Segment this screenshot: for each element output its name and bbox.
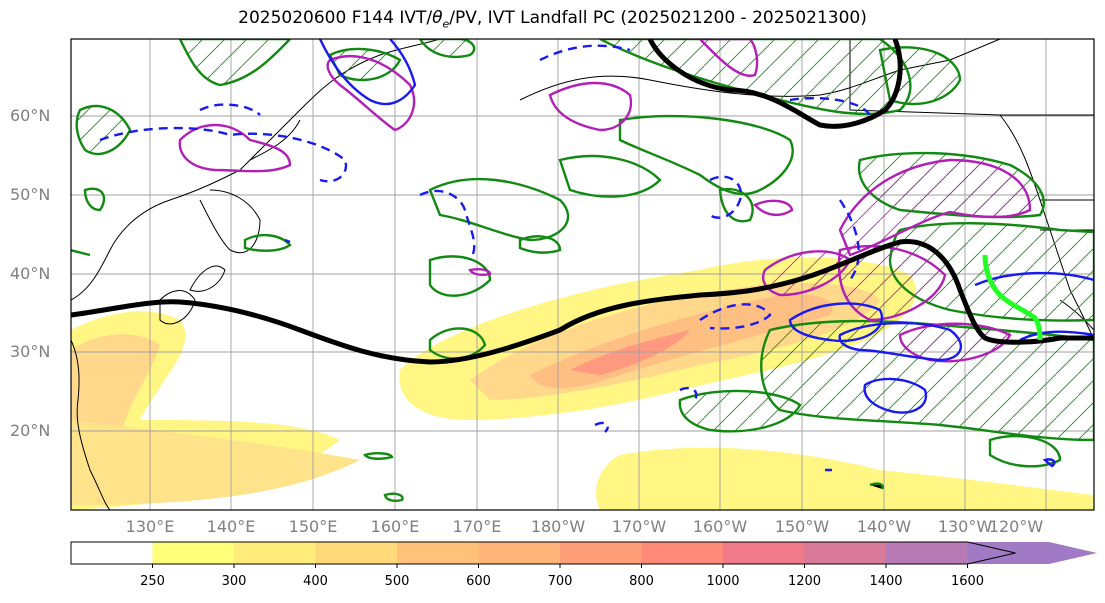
- colorbar-segment: [234, 542, 316, 564]
- lon-label-140e: 140°E: [206, 517, 256, 536]
- lat-label-20: 20°N: [10, 421, 51, 440]
- colorbar-segment: [478, 542, 561, 564]
- lat-label-40: 40°N: [10, 264, 51, 283]
- colorbar-label: 400: [303, 574, 328, 589]
- colorbar: [70, 541, 1097, 568]
- colorbar-label: 600: [466, 574, 491, 589]
- lon-label-150w: 150°W: [774, 517, 830, 536]
- lon-label-130w: 130°W: [937, 517, 993, 536]
- lon-label-170e: 170°E: [452, 517, 502, 536]
- colorbar-outline: [70, 541, 1016, 565]
- colorbar-segment: [315, 542, 398, 564]
- ivt-shading: [71, 257, 1094, 510]
- colorbar-label: 1600: [950, 574, 985, 589]
- lon-label-180w: 180°W: [530, 517, 586, 536]
- title-suffix: /PV, IVT Landfall PC (2025021200 - 20250…: [449, 8, 867, 28]
- colorbar-segment: [560, 542, 642, 564]
- lon-label-140w: 140°W: [856, 517, 912, 536]
- colorbar-label: 800: [629, 574, 654, 589]
- map-area: [71, 39, 1094, 510]
- title-prefix: 2025020600 F144 IVT/: [238, 8, 433, 28]
- lon-label-130e: 130°E: [125, 517, 175, 536]
- lat-label-60: 60°N: [10, 106, 51, 125]
- title-theta: θ: [432, 8, 443, 28]
- colorbar-segment: [723, 542, 805, 564]
- colorbar-label: 500: [384, 574, 410, 589]
- lon-label-160w: 160°W: [692, 517, 748, 536]
- lat-label-30: 30°N: [10, 342, 51, 361]
- black-contour: [71, 39, 1094, 365]
- landfall-path: [982, 254, 1043, 341]
- colorbar-label: 700: [547, 574, 573, 589]
- colorbar-segment: [886, 542, 968, 564]
- lon-label-160e: 160°E: [370, 517, 420, 536]
- lon-label-150e: 150°E: [288, 517, 338, 536]
- colorbar-label: 1200: [787, 574, 822, 589]
- magenta-contours: [178, 39, 1032, 363]
- colorbar-label: 300: [221, 574, 247, 589]
- green-contours: [71, 39, 1094, 502]
- colorbar-segment: [397, 542, 479, 564]
- colorbar-label: 1400: [869, 574, 903, 589]
- colorbar-segment: [804, 542, 887, 564]
- colorbar-segment: [641, 542, 724, 564]
- lat-label-50: 50°N: [10, 185, 51, 204]
- colorbar-segment-under: [71, 542, 153, 564]
- lon-label-170w: 170°W: [611, 517, 667, 536]
- colorbar-segment: [967, 542, 1097, 564]
- colorbar-segment: [152, 542, 235, 564]
- map-title: 2025020600 F144 IVT/θe/PV, IVT Landfall …: [0, 8, 1105, 30]
- lon-label-120w: 120°W: [988, 517, 1044, 536]
- title-theta-sub: e: [442, 17, 450, 31]
- colorbar-label: 1000: [706, 574, 740, 589]
- colorbar-label: 250: [140, 574, 165, 589]
- map-frame: [70, 38, 1095, 511]
